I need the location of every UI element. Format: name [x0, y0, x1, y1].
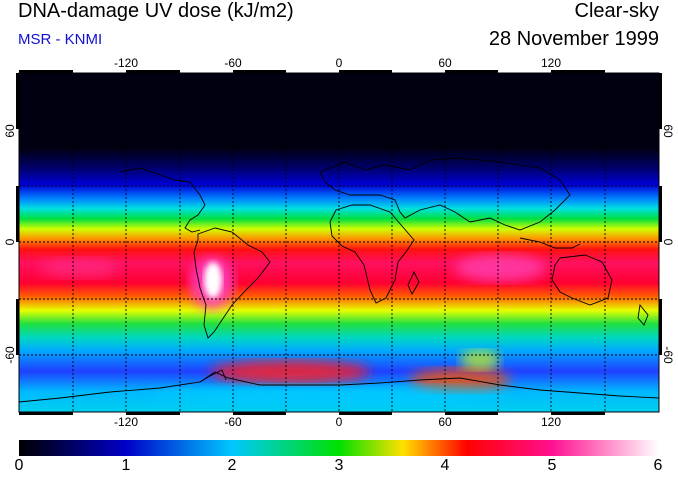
colorbar-label: 6 — [653, 457, 663, 474]
frame-ticks — [16, 70, 662, 415]
lon-tick-top: 0 — [335, 56, 343, 70]
lon-tick-bottom: 60 — [438, 415, 452, 429]
east-antarctic-high-dose-patch — [410, 368, 510, 392]
graticule — [19, 73, 659, 412]
antarctic-mid-dose-patch — [460, 350, 500, 370]
lon-tick-bottom: -60 — [224, 415, 242, 429]
north-america-coast — [119, 167, 206, 233]
madagascar-coast — [407, 270, 420, 295]
lon-tick-top: 60 — [438, 56, 452, 70]
indian-ocean-high-dose-patch — [455, 254, 545, 282]
polar-low-dose-band — [150, 385, 510, 405]
indonesia-coast — [519, 237, 581, 249]
source-label: MSR - KNMI — [18, 31, 103, 48]
lon-tick-bottom: 0 — [335, 415, 343, 429]
antarctica-coast — [19, 371, 659, 403]
lon-tick-top: -120 — [113, 56, 139, 70]
colorbar-label: 1 — [121, 457, 131, 474]
antarctic-peninsula-coast — [199, 369, 227, 383]
date-label: 28 November 1999 — [488, 28, 659, 50]
lon-tick-top: -60 — [224, 56, 242, 70]
coastlines — [19, 157, 659, 403]
australia-coast — [551, 254, 613, 306]
colorbar-label: 0 — [14, 457, 24, 474]
colorbar-label: 3 — [334, 457, 344, 474]
page-title: DNA-damage UV dose (kJ/m2) — [18, 0, 294, 22]
sky-condition-label: Clear-sky — [574, 0, 659, 22]
africa-coast — [329, 204, 415, 304]
colorbar — [19, 440, 659, 456]
colorbar-label: 4 — [440, 457, 450, 474]
new-zealand-coast — [637, 303, 649, 326]
antarctic-high-dose-patch — [210, 360, 370, 384]
pacific-high-dose-patch — [40, 258, 120, 278]
colorbar-label: 2 — [227, 457, 237, 474]
andes-peak-patch — [204, 262, 222, 298]
colorbar-label: 5 — [547, 457, 557, 474]
lon-tick-bottom: -120 — [113, 415, 139, 429]
lon-tick-bottom: 120 — [540, 415, 562, 429]
europe-asia-coast — [319, 157, 571, 231]
lon-tick-top: 120 — [540, 56, 562, 70]
south-america-coast — [193, 227, 271, 339]
